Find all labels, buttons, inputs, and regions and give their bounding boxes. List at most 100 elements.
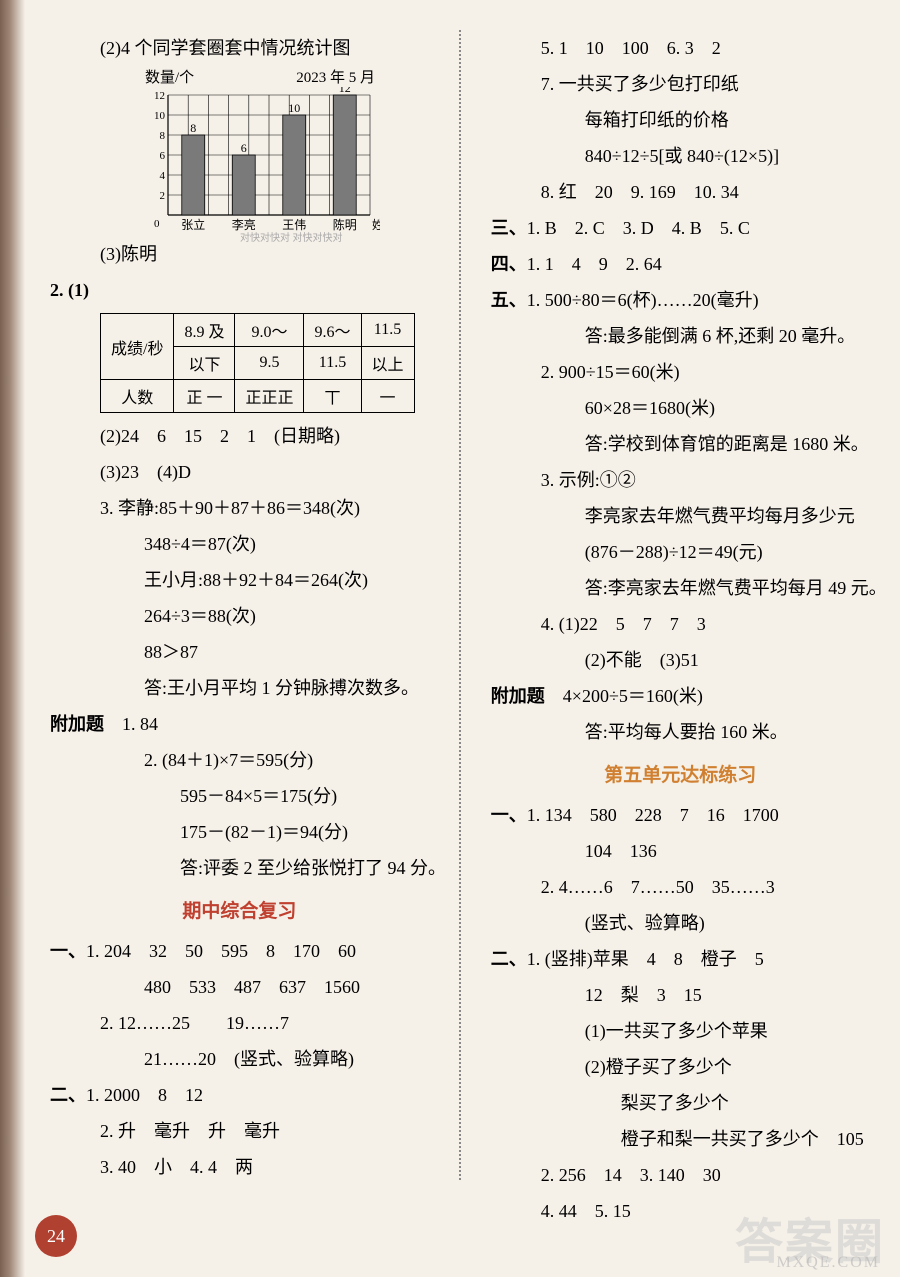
section-heading: 第五单元达标练习 [491,760,870,787]
two-column-layout: (2)4 个同学套圈套中情况统计图 数量/个 2023 年 5 月 2 4 6 8 10… [50,30,860,1180]
text-line: 175－(82－1)＝94(分) [50,814,429,850]
text-line: 4. (1)22 5 7 7 3 [491,606,870,642]
section-heading: 期中综合复习 [50,896,429,923]
svg-text:10: 10 [154,110,166,122]
text: 1. 84 [122,714,158,734]
text-line: 附加题 1. 84 [50,706,429,742]
text-line: 答:李亮家去年燃气费平均每月 49 元。 [491,570,870,606]
text-line: 480 533 487 637 1560 [50,969,429,1005]
text-line: 348÷4＝87(次) [50,526,429,562]
text-line: 一、1. 204 32 50 595 8 170 60 [50,933,429,969]
text-line: 4. 44 5. 15 [491,1193,870,1229]
label: 二、 [491,949,527,969]
column-divider [459,30,461,1180]
label: 四、 [491,254,527,274]
watermark-url: MXQE.COM [776,1254,880,1272]
svg-text:12: 12 [154,90,165,102]
text-line: 595－84×5＝175(分) [50,778,429,814]
text-line: (1)一共买了多少个苹果 [491,1013,870,1049]
right-column: 5. 1 10 100 6. 3 2 7. 一共买了多少包打印纸 每箱打印纸的价… [481,30,870,1180]
text-line: 12 梨 3 15 [491,977,870,1013]
text-line: 答:王小月平均 1 分钟脉搏次数多。 [50,670,429,706]
text-line: 264÷3＝88(次) [50,598,429,634]
text-line: 21……20 (竖式、验算略) [50,1041,429,1077]
text-line: 答:学校到体育馆的距离是 1680 米。 [491,426,870,462]
svg-text:8: 8 [160,130,166,142]
text-line: 2. 256 14 3. 140 30 [491,1157,870,1193]
text-line: 二、1. (竖排)苹果 4 8 橙子 5 [491,941,870,977]
text-line: 三、1. B 2. C 3. D 4. B 5. C [491,210,870,246]
chart-header: 数量/个 2023 年 5 月 [140,66,380,87]
text-line: 104 136 [491,833,870,869]
text-line: 2. 12……25 19……7 [50,1005,429,1041]
svg-text:6: 6 [160,150,166,162]
text: 1. 2000 8 12 [86,1085,203,1105]
text-line: 7. 一共买了多少包打印纸 [491,66,870,102]
label: 附加题 [491,686,545,706]
text-line: 88＞87 [50,634,429,670]
text-line: 3. 李静:85＋90＋87＋86＝348(次) [50,490,429,526]
cell: 正正正 [235,380,304,413]
text-line: 王小月:88＋92＋84＝264(次) [50,562,429,598]
text-line: 橙子和梨一共买了多少个 105 [491,1121,870,1157]
text: 1. 1 4 9 2. 64 [527,254,662,274]
svg-text:张立: 张立 [181,217,205,232]
text: 1. 134 580 228 7 16 1700 [527,805,779,825]
text-line: 8. 红 20 9. 169 10. 34 [491,174,870,210]
cell: 11.5 [361,314,414,347]
chart-date: 2023 年 5 月 [296,66,375,87]
cell: 8.9 及 [174,314,235,347]
text-line: 3. 示例:①② [491,462,870,498]
chart-svg: 2468101208张立6李亮10王伟12陈明姓名 [140,87,380,237]
text-line: 2. (1) [50,272,429,308]
svg-text:10: 10 [288,101,300,115]
y-axis-label: 数量/个 [145,66,194,87]
cell: 丅 [304,380,361,413]
cell: 正 一 [174,380,235,413]
text-line: 答:评委 2 至少给张悦打了 94 分。 [50,850,429,886]
text-line: 四、1. 1 4 9 2. 64 [491,246,870,282]
text-line: 答:平均每人要抬 160 米。 [491,714,870,750]
text-line: (2)不能 (3)51 [491,642,870,678]
cell: 一 [361,380,414,413]
page-number-badge: 24 [35,1215,77,1257]
text-line: 2. 升 毫升 升 毫升 [50,1113,429,1149]
text: 1. 204 32 50 595 8 170 60 [86,941,356,961]
svg-text:2: 2 [160,190,166,202]
text-line: 五、1. 500÷80＝6(杯)……20(毫升) [491,282,870,318]
cell: 9.6～ [304,314,361,347]
cell: 人数 [101,380,174,413]
svg-text:4: 4 [160,170,166,182]
cell: 9.5 [235,347,304,380]
svg-text:6: 6 [241,141,247,155]
text: 4×200÷5＝160(米) [563,686,703,706]
text-line: (876－288)÷12＝49(元) [491,534,870,570]
text-line: (竖式、验算略) [491,905,870,941]
bar-chart: 数量/个 2023 年 5 月 2468101208张立6李亮10王伟12陈明姓… [140,66,380,236]
text-line: 5. 1 10 100 6. 3 2 [491,30,870,66]
cell: 以下 [174,347,235,380]
text-line: 每箱打印纸的价格 [491,102,870,138]
text-line: (2)24 6 15 2 1 (日期略) [50,418,429,454]
left-column: (2)4 个同学套圈套中情况统计图 数量/个 2023 年 5 月 2 4 6 8 10… [50,30,439,1180]
label: 附加题 [50,714,104,734]
text: 1. B 2. C 3. D 4. B 5. C [527,218,750,238]
text-line: 2. 900÷15＝60(米) [491,354,870,390]
cell: 11.5 [304,347,361,380]
label: 一、 [491,805,527,825]
text-line: 附加题 4×200÷5＝160(米) [491,678,870,714]
label: 一、 [50,941,86,961]
text-line: 二、1. 2000 8 12 [50,1077,429,1113]
cell: 成绩/秒 [101,314,174,380]
text-line: 60×28＝1680(米) [491,390,870,426]
text-line: 一、1. 134 580 228 7 16 1700 [491,797,870,833]
text-line: (3)23 (4)D [50,454,429,490]
text: 1. 500÷80＝6(杯)……20(毫升) [527,290,759,310]
text-line: (2)橙子买了多少个 [491,1049,870,1085]
text: 1. (竖排)苹果 4 8 橙子 5 [527,949,764,969]
text-line: (2)4 个同学套圈套中情况统计图 [50,30,429,66]
text-line: 2. (84＋1)×7＝595(分) [50,742,429,778]
label: 五、 [491,290,527,310]
text-line: 3. 40 小 4. 4 两 [50,1149,429,1185]
score-table: 成绩/秒 8.9 及 9.0～ 9.6～ 11.5 以下 9.5 11.5 以上… [100,313,415,413]
